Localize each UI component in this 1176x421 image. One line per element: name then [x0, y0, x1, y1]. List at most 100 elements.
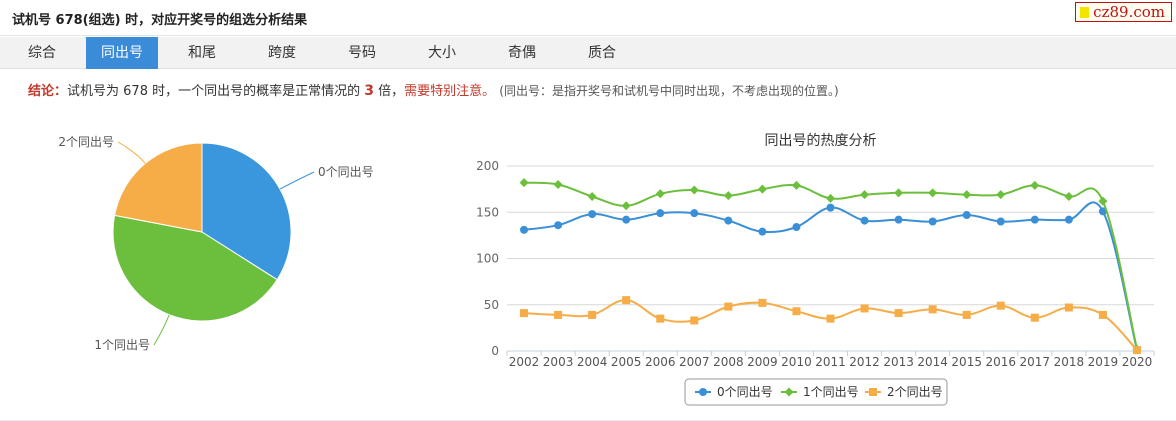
data-point — [826, 314, 835, 323]
pie-slice — [201, 142, 292, 281]
x-tick-label: 2016 — [985, 355, 1016, 369]
pie-slice-label: 0个同出号 — [318, 165, 374, 179]
data-point — [621, 201, 631, 211]
data-point — [758, 227, 767, 236]
tab-same-numbers[interactable]: 同出号 — [86, 37, 158, 69]
x-tick-label: 2009 — [747, 355, 778, 369]
data-point — [928, 188, 938, 198]
data-point — [894, 188, 904, 198]
x-tick-label: 2017 — [1020, 355, 1051, 369]
data-point — [690, 209, 699, 218]
data-point — [860, 216, 869, 225]
data-point — [1098, 196, 1108, 206]
data-point — [1098, 310, 1107, 319]
x-tick-label: 2012 — [849, 355, 880, 369]
x-tick-label: 2018 — [1054, 355, 1085, 369]
conclusion-text: 试机号为 678 时，一个同出号的概率是正常情况的 — [67, 84, 365, 99]
data-point — [520, 225, 529, 234]
data-point — [1064, 192, 1074, 202]
data-point — [554, 310, 563, 319]
data-point — [723, 191, 733, 201]
x-tick-label: 2010 — [781, 355, 812, 369]
data-point — [1098, 207, 1107, 216]
data-point — [656, 314, 665, 323]
data-point — [1064, 215, 1073, 224]
data-point — [554, 221, 563, 230]
data-point — [724, 216, 733, 225]
data-point — [1064, 303, 1073, 312]
data-point — [689, 185, 699, 195]
title-bar: 试机号 678(组选) 时，对应开奖号的组选分析结果 cz89.com — [0, 0, 1176, 36]
conclusion-note: (同出号：是指开奖号和试机号中同时出现，不考虑出现的位置。) — [499, 84, 839, 98]
pie-leader-line — [117, 141, 146, 164]
legend-label: 1个同出号 — [803, 385, 859, 399]
conclusion-label: 结论： — [28, 84, 68, 99]
pie-slice-label: 1个同出号 — [94, 338, 150, 352]
tab-span[interactable]: 跨度 — [268, 45, 296, 61]
data-point — [656, 209, 665, 218]
data-point — [791, 180, 801, 190]
data-point — [519, 178, 529, 188]
tab-size[interactable]: 大小 — [428, 45, 456, 61]
data-point — [962, 310, 971, 319]
pie-chart: 0个同出号 1个同出号 2个同出号 — [58, 135, 374, 352]
tab-prime-composite[interactable]: 质合 — [588, 45, 616, 61]
legend-label: 0个同出号 — [717, 385, 773, 399]
site-logo[interactable]: cz89.com — [1075, 2, 1172, 22]
series-line — [523, 299, 1138, 351]
data-point — [655, 189, 665, 199]
pie-leader-line — [153, 314, 170, 346]
conclusion-line: 结论：试机号为 678 时，一个同出号的概率是正常情况的 3 倍，需要特别注意。… — [28, 80, 839, 99]
page-title: 试机号 678(组选) 时，对应开奖号的组选分析结果 — [12, 13, 308, 28]
x-tick-label: 2020 — [1122, 355, 1153, 369]
x-tick-label: 2003 — [543, 355, 574, 369]
data-point — [1132, 346, 1141, 355]
logo-text: cz89.com — [1093, 3, 1165, 21]
data-point — [520, 309, 529, 318]
x-tick-label: 2005 — [611, 355, 642, 369]
tab-sum-tail[interactable]: 和尾 — [188, 45, 216, 61]
data-point — [826, 193, 835, 203]
legend-marker — [784, 387, 794, 397]
data-point — [996, 301, 1005, 310]
tab-overview[interactable]: 综合 — [28, 45, 56, 61]
data-point — [587, 192, 597, 202]
data-point — [894, 309, 903, 318]
x-tick-label: 2007 — [679, 355, 710, 369]
x-tick-label: 2019 — [1088, 355, 1119, 369]
y-tick-label: 100 — [476, 252, 499, 266]
tab-numbers[interactable]: 号码 — [348, 45, 376, 61]
conclusion-warning: 需要特别注意。 — [404, 84, 496, 99]
conclusion-multiplier: 3 — [364, 83, 374, 99]
logo-square-icon — [1080, 6, 1090, 18]
y-tick-label: 200 — [476, 159, 499, 173]
data-point — [1030, 180, 1040, 190]
data-point — [792, 223, 801, 232]
tab-bar: 综合 同出号 和尾 跨度 号码 大小 奇偶 质合 — [0, 37, 1176, 69]
chart-legend: 0个同出号 1个同出号 2个同出号 — [684, 378, 948, 406]
data-point — [553, 180, 563, 189]
tab-odd-even[interactable]: 奇偶 — [508, 45, 536, 61]
legend-marker — [699, 388, 707, 396]
data-point — [724, 302, 733, 311]
pie-slice-label: 2个同出号 — [58, 135, 114, 149]
x-tick-label: 2004 — [577, 355, 608, 369]
data-point — [928, 305, 937, 314]
x-tick-label: 2006 — [645, 355, 676, 369]
data-point — [622, 296, 631, 305]
data-point — [928, 217, 937, 226]
data-point — [826, 203, 835, 212]
data-point — [860, 190, 870, 200]
data-point — [996, 217, 1005, 226]
data-point — [860, 304, 869, 313]
pie-leader-line — [279, 171, 315, 190]
series-line — [523, 201, 1138, 351]
data-point — [962, 190, 972, 200]
x-tick-label: 2011 — [815, 355, 846, 369]
data-point — [996, 190, 1006, 200]
data-point — [1030, 313, 1039, 322]
chart-title: 同出号的热度分析 — [765, 133, 877, 149]
data-point — [894, 215, 903, 224]
x-tick-label: 2013 — [883, 355, 914, 369]
data-point — [1030, 215, 1039, 224]
